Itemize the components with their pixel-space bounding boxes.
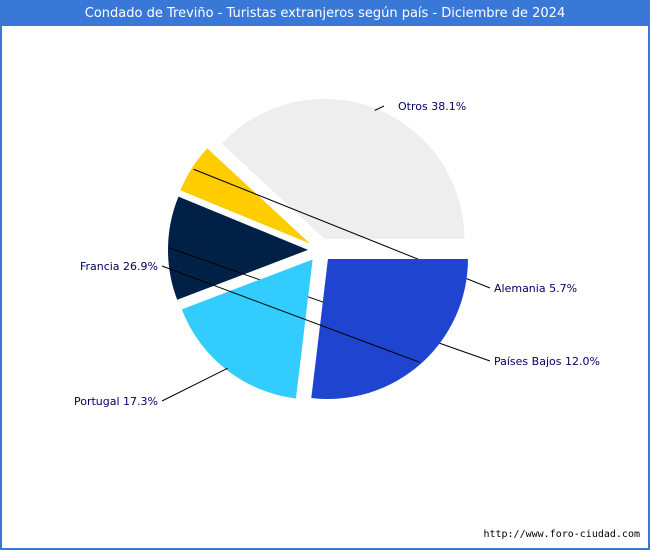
slice-label: Países Bajos 12.0% — [494, 355, 600, 368]
pie-slice-alemania — [180, 148, 310, 244]
pie-slice-portugal — [181, 259, 313, 399]
footer-url: http://www.foro-ciudad.com — [483, 529, 640, 540]
leader-line — [374, 105, 385, 111]
pie-slice-francia — [311, 258, 468, 399]
slice-label: Portugal 17.3% — [74, 395, 158, 408]
pie-slice-otros — [221, 98, 465, 239]
slice-label: Alemania 5.7% — [494, 282, 577, 295]
slice-label: Francia 26.9% — [80, 260, 158, 273]
leader-line — [161, 367, 228, 402]
chart-title: Condado de Treviño - Turistas extranjero… — [2, 2, 648, 26]
pie-slice-países-bajos — [168, 196, 309, 300]
leader-line — [161, 265, 420, 363]
slice-label: Otros 38.1% — [398, 100, 466, 113]
